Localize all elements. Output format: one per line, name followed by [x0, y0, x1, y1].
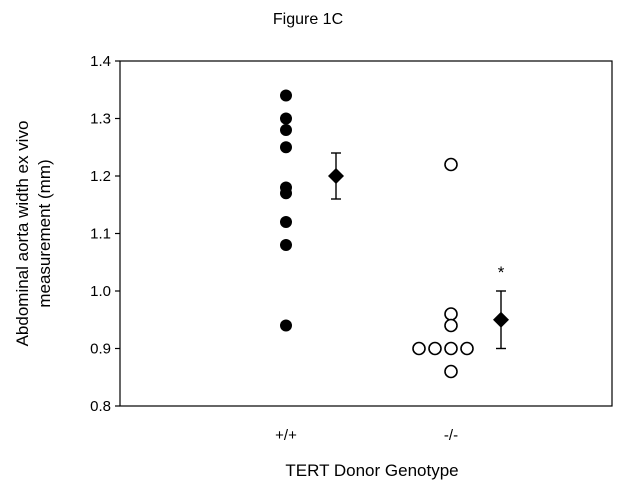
mean-diamond-marker	[493, 311, 509, 328]
y-tick-label: 1.2	[90, 168, 111, 185]
x-category-label: -/-	[444, 427, 458, 444]
mean-markers	[328, 152, 509, 350]
open-data-point	[444, 341, 458, 356]
filled-data-point	[280, 141, 292, 154]
y-axis-ticks: 0.8 0.9 1.0 1.1 1.2 1.3 1.4	[90, 53, 120, 415]
data-points	[280, 89, 474, 379]
filled-data-point	[280, 239, 292, 251]
x-axis-title: TERT Donor Genotype	[285, 461, 458, 480]
open-data-point	[444, 157, 458, 172]
plot-area-frame	[119, 60, 613, 407]
chart-title: Figure 1C	[273, 11, 343, 28]
y-axis-title-line-1: Abdominal aorta width ex vivo	[13, 121, 32, 347]
y-tick-label: 1.4	[90, 53, 111, 70]
y-tick-label: 1.3	[90, 111, 111, 128]
open-data-point	[444, 318, 458, 333]
y-axis-title-group: Abdominal aorta width ex vivo measuremen…	[13, 121, 54, 347]
open-data-point	[412, 341, 426, 356]
filled-data-point	[280, 89, 292, 102]
open-data-point	[428, 341, 442, 356]
y-tick-label: 0.9	[90, 341, 111, 358]
filled-data-point	[280, 216, 292, 228]
filled-data-point	[280, 112, 292, 125]
open-data-point	[444, 307, 458, 321]
x-axis-categories: +/+ -/-	[275, 427, 458, 444]
open-data-point	[444, 364, 458, 379]
mean-diamond-marker	[328, 168, 344, 184]
filled-data-point	[280, 187, 292, 200]
filled-data-point	[280, 124, 292, 136]
annotations: *	[498, 263, 505, 282]
y-tick-label: 0.8	[90, 398, 111, 415]
significance-annotation: *	[498, 263, 505, 282]
x-category-label: +/+	[275, 427, 297, 444]
filled-data-point	[280, 319, 292, 332]
open-data-point	[460, 341, 474, 356]
y-axis-title-line-2: measurement (mm)	[35, 159, 54, 307]
y-tick-label: 1.1	[90, 226, 111, 243]
y-tick-label: 1.0	[90, 283, 111, 300]
